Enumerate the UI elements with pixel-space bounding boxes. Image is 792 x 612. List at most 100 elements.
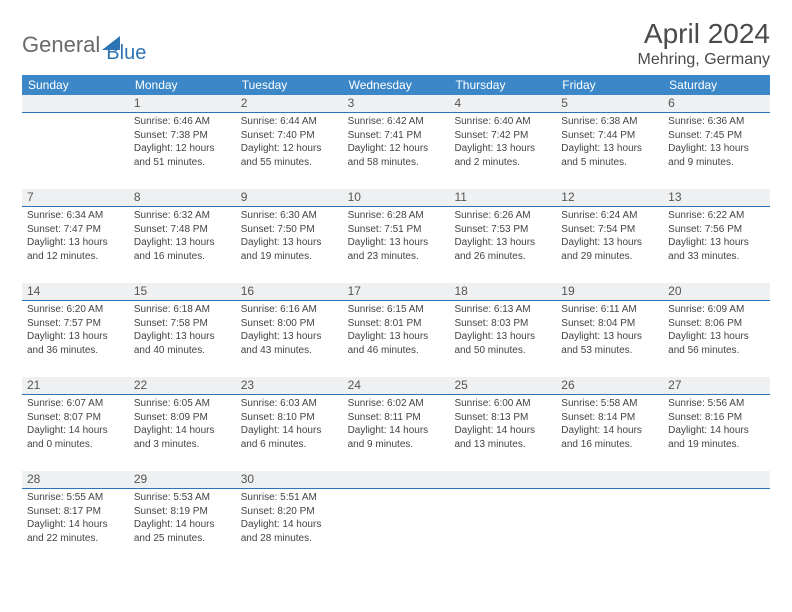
weekday-header-row: Sunday Monday Tuesday Wednesday Thursday… [22, 75, 770, 95]
day-number: 13 [663, 189, 770, 206]
logo: General Blue [22, 18, 146, 65]
day-cell: Sunrise: 6:40 AMSunset: 7:42 PMDaylight:… [449, 113, 556, 189]
daylight-text: Daylight: 13 hours and 12 minutes. [27, 236, 124, 263]
daylight-text: Daylight: 14 hours and 6 minutes. [241, 424, 338, 451]
sunrise-text: Sunrise: 6:28 AM [348, 209, 445, 223]
sunset-text: Sunset: 8:06 PM [668, 317, 765, 331]
sunrise-text: Sunrise: 6:11 AM [561, 303, 658, 317]
day-number: 18 [449, 283, 556, 300]
sunrise-text: Sunrise: 6:32 AM [134, 209, 231, 223]
page-title: April 2024 [638, 18, 771, 50]
daylight-text: Daylight: 13 hours and 43 minutes. [241, 330, 338, 357]
day-number: 8 [129, 189, 236, 206]
sunrise-text: Sunrise: 5:51 AM [241, 491, 338, 505]
day-cell: Sunrise: 6:16 AMSunset: 8:00 PMDaylight:… [236, 301, 343, 377]
sunrise-text: Sunrise: 6:38 AM [561, 115, 658, 129]
daylight-text: Daylight: 13 hours and 19 minutes. [241, 236, 338, 263]
day-number: 10 [343, 189, 450, 206]
day-number: 21 [22, 377, 129, 394]
day-number: 27 [663, 377, 770, 394]
sunrise-text: Sunrise: 5:53 AM [134, 491, 231, 505]
daylight-text: Daylight: 13 hours and 2 minutes. [454, 142, 551, 169]
sunset-text: Sunset: 7:45 PM [668, 129, 765, 143]
sunrise-text: Sunrise: 6:26 AM [454, 209, 551, 223]
daynum-row: 21222324252627 [22, 377, 770, 395]
weekday-thursday: Thursday [449, 75, 556, 95]
location-text: Mehring, Germany [638, 51, 771, 69]
daylight-text: Daylight: 14 hours and 28 minutes. [241, 518, 338, 545]
daylight-text: Daylight: 12 hours and 51 minutes. [134, 142, 231, 169]
day-number: 22 [129, 377, 236, 394]
day-number [22, 95, 129, 112]
day-number: 20 [663, 283, 770, 300]
weekday-monday: Monday [129, 75, 236, 95]
daynum-row: 282930 [22, 471, 770, 489]
day-number: 24 [343, 377, 450, 394]
day-cell: Sunrise: 6:18 AMSunset: 7:58 PMDaylight:… [129, 301, 236, 377]
day-cell [449, 489, 556, 565]
sunrise-text: Sunrise: 5:56 AM [668, 397, 765, 411]
sunset-text: Sunset: 7:41 PM [348, 129, 445, 143]
day-cell: Sunrise: 6:07 AMSunset: 8:07 PMDaylight:… [22, 395, 129, 471]
day-number: 3 [343, 95, 450, 112]
weekday-wednesday: Wednesday [343, 75, 450, 95]
day-number: 9 [236, 189, 343, 206]
sunrise-text: Sunrise: 6:02 AM [348, 397, 445, 411]
title-block: April 2024 Mehring, Germany [638, 18, 771, 69]
daylight-text: Daylight: 14 hours and 25 minutes. [134, 518, 231, 545]
day-cell: Sunrise: 6:15 AMSunset: 8:01 PMDaylight:… [343, 301, 450, 377]
daylight-text: Daylight: 14 hours and 22 minutes. [27, 518, 124, 545]
daylight-text: Daylight: 13 hours and 16 minutes. [134, 236, 231, 263]
sunset-text: Sunset: 8:11 PM [348, 411, 445, 425]
sunset-text: Sunset: 7:51 PM [348, 223, 445, 237]
sunset-text: Sunset: 8:20 PM [241, 505, 338, 519]
weekday-sunday: Sunday [22, 75, 129, 95]
day-number: 29 [129, 471, 236, 488]
day-cell: Sunrise: 6:34 AMSunset: 7:47 PMDaylight:… [22, 207, 129, 283]
sunset-text: Sunset: 7:44 PM [561, 129, 658, 143]
sunset-text: Sunset: 7:40 PM [241, 129, 338, 143]
day-number: 11 [449, 189, 556, 206]
daylight-text: Daylight: 13 hours and 50 minutes. [454, 330, 551, 357]
sunrise-text: Sunrise: 6:09 AM [668, 303, 765, 317]
day-cell: Sunrise: 6:36 AMSunset: 7:45 PMDaylight:… [663, 113, 770, 189]
sunrise-text: Sunrise: 6:16 AM [241, 303, 338, 317]
sunset-text: Sunset: 8:04 PM [561, 317, 658, 331]
day-cell [556, 489, 663, 565]
day-cell: Sunrise: 6:42 AMSunset: 7:41 PMDaylight:… [343, 113, 450, 189]
day-cell: Sunrise: 6:05 AMSunset: 8:09 PMDaylight:… [129, 395, 236, 471]
sunrise-text: Sunrise: 6:36 AM [668, 115, 765, 129]
day-number: 5 [556, 95, 663, 112]
day-cell: Sunrise: 6:46 AMSunset: 7:38 PMDaylight:… [129, 113, 236, 189]
weekday-saturday: Saturday [663, 75, 770, 95]
sunset-text: Sunset: 8:01 PM [348, 317, 445, 331]
sunset-text: Sunset: 7:47 PM [27, 223, 124, 237]
daylight-text: Daylight: 13 hours and 5 minutes. [561, 142, 658, 169]
sunrise-text: Sunrise: 6:20 AM [27, 303, 124, 317]
day-number: 6 [663, 95, 770, 112]
sunrise-text: Sunrise: 6:05 AM [134, 397, 231, 411]
day-number: 4 [449, 95, 556, 112]
daylight-text: Daylight: 13 hours and 56 minutes. [668, 330, 765, 357]
sunset-text: Sunset: 8:17 PM [27, 505, 124, 519]
day-cell: Sunrise: 5:55 AMSunset: 8:17 PMDaylight:… [22, 489, 129, 565]
daylight-text: Daylight: 14 hours and 0 minutes. [27, 424, 124, 451]
week-row: Sunrise: 6:46 AMSunset: 7:38 PMDaylight:… [22, 113, 770, 189]
sunset-text: Sunset: 7:50 PM [241, 223, 338, 237]
daylight-text: Daylight: 12 hours and 55 minutes. [241, 142, 338, 169]
sunset-text: Sunset: 7:56 PM [668, 223, 765, 237]
day-cell [22, 113, 129, 189]
day-number: 15 [129, 283, 236, 300]
day-number [449, 471, 556, 488]
sunrise-text: Sunrise: 5:58 AM [561, 397, 658, 411]
day-number [343, 471, 450, 488]
sunrise-text: Sunrise: 6:30 AM [241, 209, 338, 223]
header: General Blue April 2024 Mehring, Germany [22, 18, 770, 69]
day-cell: Sunrise: 6:44 AMSunset: 7:40 PMDaylight:… [236, 113, 343, 189]
sunrise-text: Sunrise: 6:42 AM [348, 115, 445, 129]
day-cell: Sunrise: 6:03 AMSunset: 8:10 PMDaylight:… [236, 395, 343, 471]
daynum-row: 78910111213 [22, 189, 770, 207]
sunset-text: Sunset: 8:19 PM [134, 505, 231, 519]
calendar: Sunday Monday Tuesday Wednesday Thursday… [22, 75, 770, 565]
day-number: 26 [556, 377, 663, 394]
